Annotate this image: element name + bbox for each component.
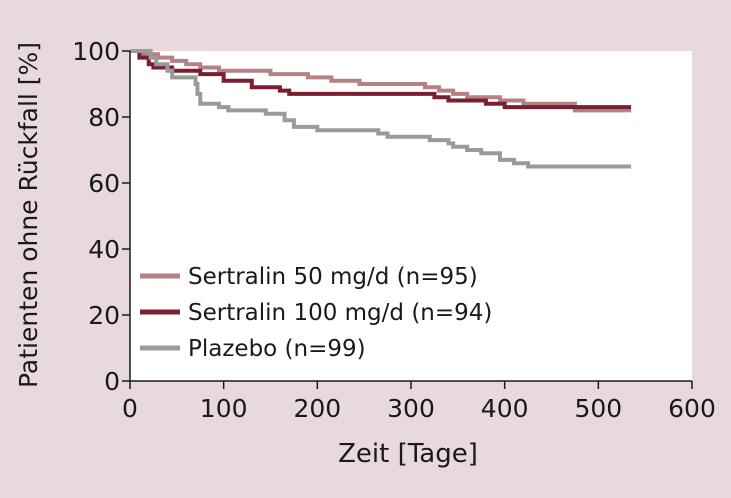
y-tick-label: 0 bbox=[104, 367, 120, 396]
y-tick-label: 60 bbox=[88, 169, 120, 198]
legend-label-sertralin-50: Sertralin 50 mg/d (n=95) bbox=[188, 264, 478, 290]
y-tick-label: 40 bbox=[88, 235, 120, 264]
x-tick-label: 500 bbox=[574, 394, 622, 423]
series-line-1 bbox=[130, 49, 632, 110]
y-tick-label: 100 bbox=[72, 37, 120, 66]
x-axis-label: Zeit [Tage] bbox=[338, 439, 478, 469]
axes-layer: 0 20 40 60 80 100 0 100 200 300 400 500 600 bbox=[72, 37, 716, 423]
x-tick-label: 300 bbox=[387, 394, 435, 423]
series-layer bbox=[130, 49, 632, 169]
x-tick-label: 400 bbox=[481, 394, 529, 423]
series-line-2 bbox=[130, 49, 632, 169]
legend: Sertralin 50 mg/d (n=95) Sertralin 100 m… bbox=[140, 264, 492, 362]
x-tick-label: 600 bbox=[668, 394, 716, 423]
series-line-0 bbox=[130, 49, 632, 113]
plot-area bbox=[130, 51, 692, 381]
x-tick-label: 100 bbox=[200, 394, 248, 423]
legend-label-sertralin-100: Sertralin 100 mg/d (n=94) bbox=[188, 300, 492, 326]
y-tick-label: 80 bbox=[88, 103, 120, 132]
y-axis-label: Patienten ohne Rückfall [%] bbox=[14, 42, 43, 388]
legend-label-plazebo: Plazebo (n=99) bbox=[188, 336, 366, 362]
x-tick-label: 0 bbox=[122, 394, 138, 423]
y-tick-label: 20 bbox=[88, 301, 120, 330]
x-tick-label: 200 bbox=[293, 394, 341, 423]
